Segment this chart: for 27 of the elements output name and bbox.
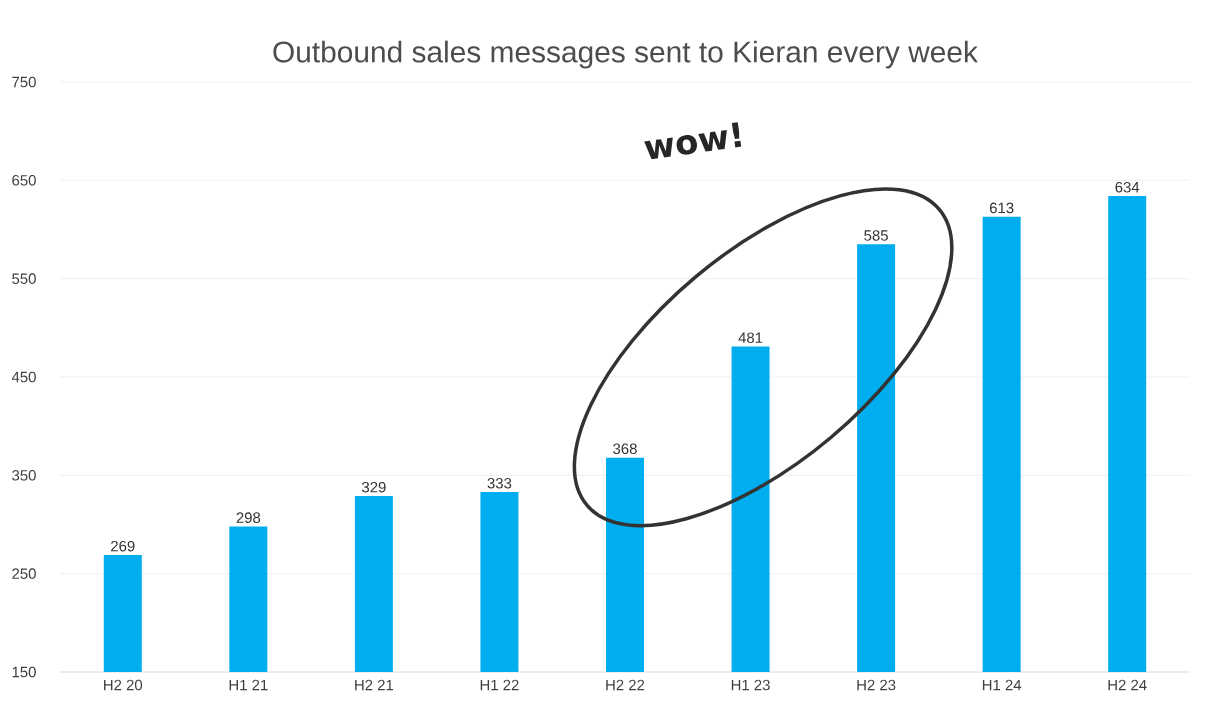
chart-title: Outbound sales messages sent to Kieran every week — [273, 40, 978, 69]
y-tick-label: 350 — [12, 470, 36, 481]
x-tick-label: H2 23 — [857, 679, 896, 691]
x-tick-label: H1 23 — [731, 679, 770, 691]
data-label: 634 — [1115, 181, 1140, 193]
x-tick-label: H2 21 — [355, 679, 394, 691]
data-label: 585 — [864, 230, 888, 241]
y-tick-label: 650 — [12, 175, 36, 186]
data-label: 298 — [236, 512, 261, 523]
x-tick-label: H2 24 — [1108, 679, 1147, 691]
x-tick-label: H1 22 — [480, 679, 519, 691]
y-tick-label: 750 — [12, 76, 36, 88]
data-label: 333 — [487, 477, 512, 489]
annotation: wow! — [644, 122, 742, 160]
x-tick-label: H1 24 — [982, 679, 1022, 691]
data-label: 368 — [613, 443, 637, 455]
x-tick-label: H2 20 — [104, 679, 143, 691]
data-label: 329 — [361, 481, 386, 493]
y-tick-label: 150 — [12, 666, 36, 678]
y-tick-label: 550 — [12, 273, 36, 284]
data-label: 481 — [738, 332, 763, 343]
x-tick-label: H2 22 — [606, 679, 645, 691]
y-tick-label: 250 — [12, 568, 36, 579]
data-label: 269 — [111, 540, 135, 552]
data-label: 613 — [989, 202, 1014, 214]
x-tick-label: H1 21 — [229, 679, 268, 691]
y-tick-label: 450 — [11, 371, 36, 383]
